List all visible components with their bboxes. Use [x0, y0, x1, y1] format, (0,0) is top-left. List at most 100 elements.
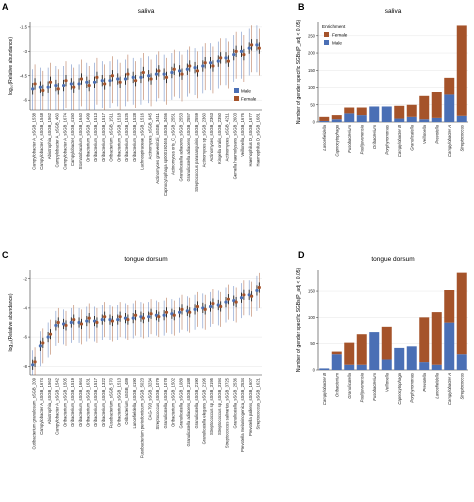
female-point — [126, 72, 130, 76]
male-point — [185, 309, 189, 313]
x-tick-label: Streptococcus sp_sSGB_3195 — [209, 377, 214, 435]
y-tick-label: -3 — [23, 49, 27, 54]
x-tick-label: Lancefieldella — [434, 372, 439, 398]
x-tick-label: Oribacterium_sSGB_1513 — [93, 112, 98, 162]
male-point — [139, 315, 143, 319]
male-bar — [331, 119, 342, 122]
x-tick-label: Actinomyces oris_C_sSGB_2551 — [171, 112, 176, 175]
female-point — [79, 322, 84, 326]
x-tick-label: Stomatobaculum_sSGB_1640 — [78, 112, 83, 169]
male-point — [69, 82, 73, 86]
female-point — [72, 85, 76, 89]
x-tick-label: Oribacterium — [372, 124, 377, 148]
male-bar — [394, 347, 405, 370]
female-point — [195, 304, 200, 309]
female-bar — [331, 115, 342, 120]
female-point — [234, 49, 238, 53]
legend-title: Enrichment — [322, 24, 346, 29]
x-tick-label: Campylobacter A — [447, 125, 452, 157]
male-point — [232, 299, 236, 303]
x-tick-label: Oribacterium_sSGB_489 — [124, 377, 129, 424]
female-bar — [394, 105, 405, 119]
female-point — [103, 315, 107, 319]
x-tick-label: Haemophilus D_sSGB_1681 — [256, 112, 261, 166]
x-tick-label: Oribacterium_sSGB_1517 — [101, 112, 106, 162]
female-point — [164, 75, 169, 80]
female-point — [48, 332, 53, 336]
y-tick-label: 50 — [310, 341, 315, 346]
panel-title: saliva — [138, 8, 155, 15]
female-point — [203, 307, 207, 311]
female-point — [257, 285, 261, 290]
x-tick-label: Prevotella — [434, 124, 439, 143]
male-bar — [344, 113, 355, 122]
x-tick-label: Granulicatella_sSGB_2536 — [232, 377, 237, 428]
female-point — [195, 69, 200, 73]
female-point — [33, 82, 37, 86]
x-tick-label: Streptococcus sp_sSGB_3194 — [217, 377, 222, 435]
female-point — [56, 320, 60, 325]
male-bar — [356, 364, 367, 370]
y-tick-label: 100 — [308, 85, 316, 90]
female-bar — [419, 95, 430, 120]
male-point — [62, 322, 66, 326]
male-point — [131, 75, 135, 80]
male-point — [224, 56, 228, 60]
male-point — [38, 85, 43, 89]
x-tick-label: Campylobacter A_sSGB_1674 — [39, 377, 44, 434]
female-bar — [356, 107, 367, 116]
x-tick-label: Prevotella — [422, 372, 427, 391]
x-tick-label: Lancefieldella_sSGB_4190 — [132, 377, 137, 428]
female-point — [257, 46, 261, 50]
female-point — [41, 88, 45, 93]
male-bar — [419, 362, 430, 370]
female-point — [103, 82, 107, 86]
male-point — [154, 313, 158, 317]
x-tick-label: Oribacterium_sSGB_1513 — [116, 377, 121, 427]
female-point — [219, 304, 223, 309]
legend-female-swatch — [324, 32, 329, 37]
female-point — [211, 64, 215, 68]
y-tick-label: -4 — [23, 305, 27, 310]
x-tick-label: Fusobacterium — [347, 124, 352, 152]
x-tick-label: Granulicatella elegans_sSGB_2196 — [202, 377, 207, 444]
female-bar — [406, 104, 417, 117]
male-point — [46, 85, 50, 89]
x-tick-label: Oribacterium_sSGB_1631 — [86, 377, 91, 427]
legend-female-label: Female — [241, 97, 257, 102]
legend-male-swatch — [324, 40, 329, 45]
male-point — [247, 293, 251, 297]
male-point — [208, 61, 213, 65]
male-point — [193, 66, 197, 70]
y-tick-label: 100 — [308, 315, 316, 320]
female-point — [41, 341, 45, 345]
male-point — [92, 80, 97, 84]
female-point — [172, 313, 176, 317]
x-tick-label: Granulicatella_sSGB_2190 — [194, 377, 199, 428]
x-tick-label: Granulicatella adiacens_sSGB_2557 — [186, 112, 191, 181]
female-point — [48, 80, 53, 84]
x-tick-label: Oribacterium_sSGB_1518 — [116, 112, 121, 162]
panel-title: tongue dorsum — [371, 256, 414, 263]
female-point — [118, 315, 122, 319]
male-bar — [319, 368, 330, 370]
male-bar — [431, 364, 442, 370]
male-point — [100, 79, 104, 83]
male-bar — [431, 117, 442, 122]
male-bar — [394, 118, 405, 122]
legend-male-label: Male — [332, 41, 342, 46]
male-point — [147, 315, 151, 319]
female-point — [72, 317, 76, 322]
x-tick-label: Streptococcus_sSGB_1621 — [256, 377, 261, 429]
female-bar — [344, 342, 355, 365]
y-tick-label: 50 — [310, 102, 315, 107]
y-tick-label: 0 — [313, 120, 316, 125]
x-tick-label: Oribacterium_sSGB_1322 — [101, 377, 106, 427]
female-point — [250, 294, 254, 298]
male-bar — [456, 354, 467, 370]
x-tick-label: Oribacterium_sSGB_1517 — [93, 377, 98, 427]
